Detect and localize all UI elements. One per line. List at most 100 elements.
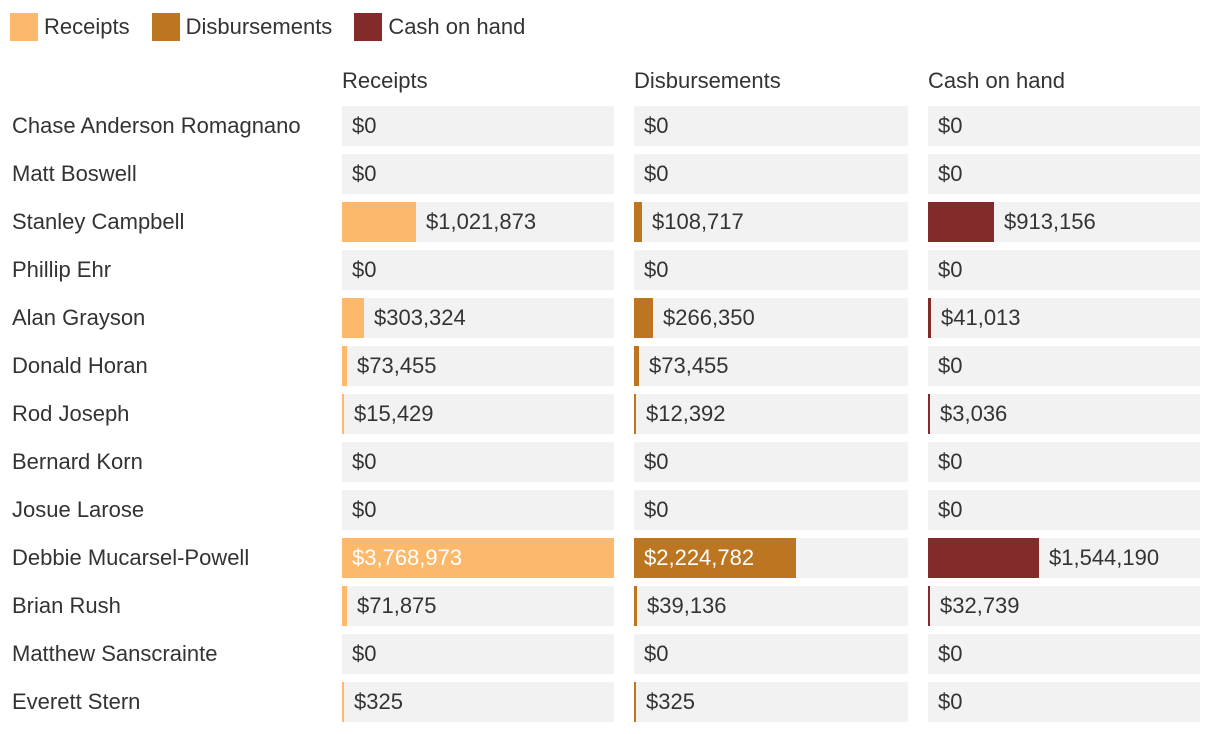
data-label: $3,036 [940, 401, 1008, 426]
bar-cell: $41,013 [928, 298, 1200, 338]
row-label: Matthew Sanscrainte [12, 641, 218, 666]
data-label: $0 [938, 689, 963, 714]
legend-label: Disbursements [185, 14, 333, 39]
bar [634, 538, 796, 578]
bar-cell: $12,392 [634, 394, 908, 434]
data-label: $0 [644, 113, 669, 138]
row-label: Chase Anderson Romagnano [12, 113, 301, 138]
bar-cell: $0 [928, 250, 1200, 290]
data-label: $0 [352, 257, 377, 282]
bar-cell: $0 [928, 490, 1200, 530]
data-label: $0 [644, 257, 669, 282]
bar-cell: $0 [634, 154, 908, 194]
legend-item: Cash on hand [354, 13, 525, 41]
data-label: $41,013 [941, 305, 1021, 330]
bar-cell: $0 [342, 106, 614, 146]
data-label: $0 [644, 497, 669, 522]
bar [634, 202, 642, 242]
bar-cell: $2,224,782 [634, 538, 908, 578]
bar-cell: $3,768,973 [342, 538, 614, 578]
bar-cell: $73,455 [634, 346, 908, 386]
column-header: Disbursements [634, 68, 781, 93]
bar-cell: $0 [928, 106, 1200, 146]
data-label: $0 [644, 449, 669, 474]
data-label: $0 [352, 449, 377, 474]
legend-swatch [151, 13, 180, 41]
data-label: $266,350 [663, 305, 755, 330]
bar-cell: $1,544,190 [928, 538, 1200, 578]
bar-cell: $3,036 [928, 394, 1200, 434]
data-label: $0 [352, 161, 377, 186]
bar [342, 202, 416, 242]
bar [634, 586, 637, 626]
bar-cell: $108,717 [634, 202, 908, 242]
data-label: $325 [354, 689, 403, 714]
bar-cell: $0 [928, 346, 1200, 386]
bar-cell: $0 [928, 634, 1200, 674]
bar-cell: $32,739 [928, 586, 1200, 626]
bar-cell: $303,324 [342, 298, 614, 338]
data-label: $0 [938, 497, 963, 522]
legend: Receipts Disbursements Cash on hand [10, 12, 547, 42]
bar [634, 298, 653, 338]
row-label: Matt Boswell [12, 161, 137, 186]
data-label: $0 [938, 113, 963, 138]
bar [342, 298, 364, 338]
bar-cell: $0 [342, 634, 614, 674]
data-label: $303,324 [374, 305, 466, 330]
bar-cell: $39,136 [634, 586, 908, 626]
bar-cell: $0 [342, 442, 614, 482]
data-label: $0 [938, 353, 963, 378]
data-label: $1,544,190 [1049, 545, 1160, 570]
data-label: $73,455 [357, 353, 437, 378]
data-label: $39,136 [647, 593, 727, 618]
data-label: $1,021,873 [426, 209, 537, 234]
row-label: Josue Larose [12, 497, 145, 522]
bar-cell: $0 [634, 442, 908, 482]
data-label: $32,739 [940, 593, 1020, 618]
bar-cell: $0 [342, 490, 614, 530]
bar-cell: $0 [342, 250, 614, 290]
data-label: $0 [352, 113, 377, 138]
bar-cell: $0 [928, 442, 1200, 482]
data-label: $0 [644, 641, 669, 666]
bar [928, 394, 930, 434]
row-label: Brian Rush [12, 593, 121, 618]
data-label: $3,768,973 [352, 545, 463, 570]
data-label: $0 [644, 161, 669, 186]
data-label: $15,429 [354, 401, 434, 426]
bar-cell: $325 [342, 682, 614, 722]
bar [342, 538, 614, 578]
legend-item: Disbursements [151, 13, 333, 41]
bar [928, 586, 930, 626]
row-label: Stanley Campbell [12, 209, 185, 234]
bar-cell: $0 [634, 490, 908, 530]
bar [928, 298, 931, 338]
bar-cell: $0 [634, 106, 908, 146]
bar [634, 394, 636, 434]
bar-cell: $913,156 [928, 202, 1200, 242]
row-label: Donald Horan [12, 353, 148, 378]
data-label: $913,156 [1004, 209, 1096, 234]
bar-cell: $1,021,873 [342, 202, 614, 242]
row-label: Debbie Mucarsel-Powell [12, 545, 250, 570]
data-label: $0 [938, 449, 963, 474]
data-label: $0 [938, 257, 963, 282]
bar [928, 538, 1039, 578]
row-label: Phillip Ehr [12, 257, 112, 282]
bar-cell: $0 [634, 634, 908, 674]
data-label: $0 [938, 641, 963, 666]
row-label: Bernard Korn [12, 449, 143, 474]
legend-label: Receipts [44, 14, 130, 39]
bar-cell: $0 [928, 682, 1200, 722]
data-label: $2,224,782 [644, 545, 755, 570]
legend-swatch [10, 13, 38, 41]
bar-cell: $0 [634, 250, 908, 290]
data-label: $0 [352, 641, 377, 666]
column-header: Cash on hand [928, 68, 1065, 93]
data-label: $0 [938, 161, 963, 186]
bar-cell: $15,429 [342, 394, 614, 434]
bar [928, 202, 994, 242]
bar [342, 346, 347, 386]
legend-swatch [354, 13, 383, 41]
